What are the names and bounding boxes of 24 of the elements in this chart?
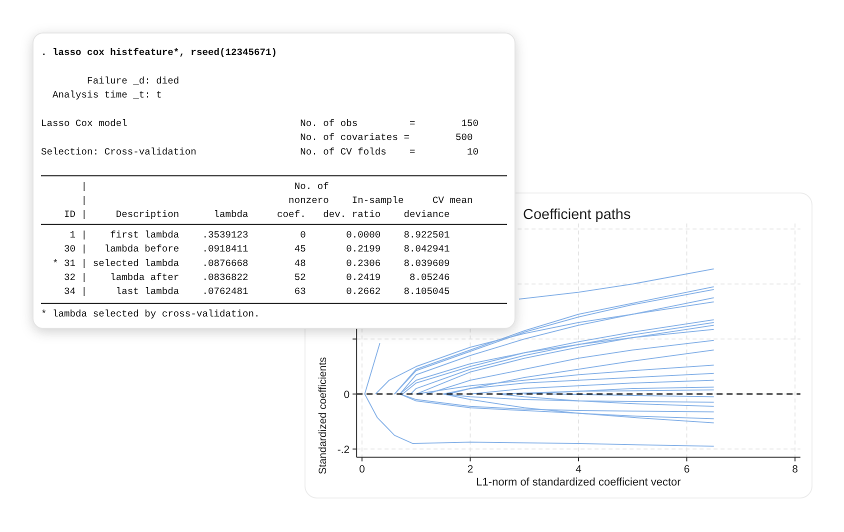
x-tick-label: 4: [576, 463, 582, 476]
text: No. of covariates = 500: [41, 132, 474, 144]
text: . lasso cox histfeature*, rseed(12345671): [41, 47, 278, 58]
annotation: 32 | lambda after .0836822 52 0.2419 8.05246: [41, 272, 450, 283]
text: Failure _d: died: [41, 75, 180, 86]
x-tick-label: 6: [684, 463, 690, 476]
x-tick-label: 2: [467, 463, 474, 476]
x-tick-label: 8: [792, 463, 798, 476]
y-axis-title: Standardized coefficients: [317, 357, 329, 474]
text: ID | Description lambda coef. dev. ratio deviance: [41, 209, 450, 220]
annotation: * 31 | selected lambda .0876668 48 0.2306 8.039609: [41, 258, 450, 269]
chart-title: Coefficient paths: [523, 207, 631, 223]
text: Selection: Cross-validation No. of CV folds = 10: [41, 146, 479, 158]
text: | No. of: [41, 180, 330, 192]
annotation: 34 | last lambda .0762481 63 0.2662 8.105045: [41, 286, 450, 298]
y-tick-label: -.2: [337, 444, 350, 456]
annotation: 30 | lambda before .0918411 45 0.2199 8.042941: [41, 244, 450, 255]
annotation: 1 | first lambda .3539123 0 0.0000 8.922501: [41, 229, 450, 240]
x-tick-label: 0: [359, 463, 366, 476]
text: Lasso Cox model No. of obs = 150: [41, 118, 479, 129]
text: * lambda selected by cross-validation.: [41, 308, 260, 320]
text: Analysis time _t: t: [41, 90, 162, 101]
text: | nonzero In-sample CV mean: [41, 195, 473, 206]
x-axis-title: L1-norm of standardized coefficient vector: [476, 476, 682, 488]
